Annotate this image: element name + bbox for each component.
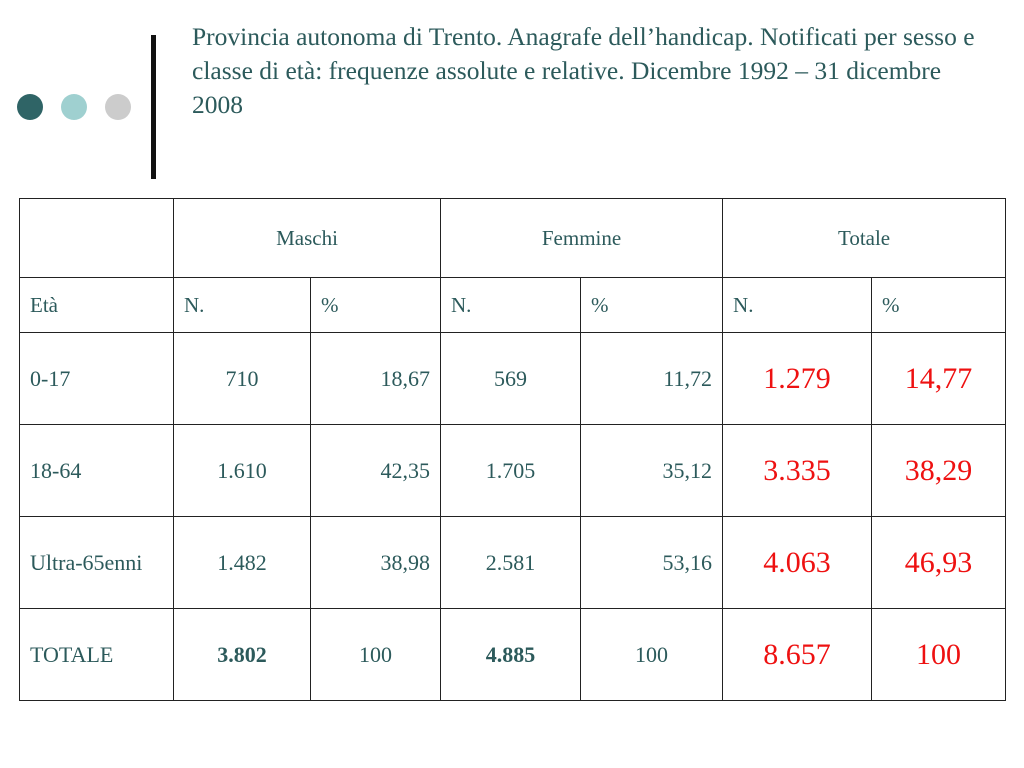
cell-femmine-pct: 11,72 — [580, 332, 724, 425]
cell-totale-pct: 46,93 — [871, 516, 1007, 609]
cell-totale-pct: 14,77 — [871, 332, 1007, 425]
table-row: Ultra-65enni 1.482 38,98 2.581 53,16 4.0… — [19, 516, 1007, 609]
sub-header-cell: % — [309, 277, 442, 333]
cell-maschi-pct: 100 — [309, 608, 442, 701]
sub-header-cell: N. — [173, 277, 311, 333]
sub-header-row: Età N. % N. % N. % — [19, 277, 1007, 333]
group-header-maschi: Maschi — [172, 198, 442, 278]
cell-maschi-pct: 18,67 — [309, 332, 442, 425]
group-header-row: Maschi Femmine Totale — [19, 198, 1007, 278]
row-label: TOTALE — [19, 608, 174, 701]
decorative-dots — [17, 94, 131, 120]
cell-maschi-pct: 38,98 — [309, 516, 442, 609]
dot-light-teal — [61, 94, 87, 120]
cell-totale-n: 4.063 — [722, 516, 873, 609]
cell-femmine-n: 4.885 — [440, 608, 582, 701]
cell-maschi-n: 1.482 — [173, 516, 311, 609]
cell-totale-pct: 100 — [871, 608, 1007, 701]
row-label: 0-17 — [19, 332, 174, 425]
cell-femmine-n: 569 — [440, 332, 582, 425]
cell-femmine-pct: 35,12 — [580, 424, 724, 517]
cell-totale-pct: 38,29 — [871, 424, 1007, 517]
row-label: Ultra-65enni — [19, 516, 174, 609]
cell-maschi-pct: 42,35 — [309, 424, 442, 517]
cell-maschi-n: 1.610 — [173, 424, 311, 517]
row-label: 18-64 — [19, 424, 174, 517]
data-table: Maschi Femmine Totale Età N. % N. % N. %… — [19, 198, 1007, 701]
cell-totale-n: 1.279 — [722, 332, 873, 425]
cell-totale-n: 8.657 — [722, 608, 873, 701]
table-row: 0-17 710 18,67 569 11,72 1.279 14,77 — [19, 332, 1007, 425]
cell-totale-n: 3.335 — [722, 424, 873, 517]
cell-femmine-pct: 100 — [580, 608, 724, 701]
sub-header-cell: N. — [722, 277, 873, 333]
cell-maschi-n: 3.802 — [173, 608, 311, 701]
group-header-totale: Totale — [722, 198, 1007, 278]
dot-grey — [105, 94, 131, 120]
table-row: 18-64 1.610 42,35 1.705 35,12 3.335 38,2… — [19, 424, 1007, 517]
row-header-label: Età — [19, 277, 174, 333]
group-header-femmine: Femmine — [440, 198, 724, 278]
vertical-divider — [151, 35, 156, 179]
table-row-totale: TOTALE 3.802 100 4.885 100 8.657 100 — [19, 608, 1007, 701]
sub-header-cell: N. — [440, 277, 582, 333]
cell-femmine-pct: 53,16 — [580, 516, 724, 609]
sub-header-cell: % — [580, 277, 724, 333]
cell-femmine-n: 1.705 — [440, 424, 582, 517]
dot-dark-teal — [17, 94, 43, 120]
cell-maschi-n: 710 — [173, 332, 311, 425]
empty-corner-cell — [19, 198, 174, 278]
sub-header-cell: % — [871, 277, 1007, 333]
slide-title: Provincia autonoma di Trento. Anagrafe d… — [192, 22, 975, 119]
cell-femmine-n: 2.581 — [440, 516, 582, 609]
